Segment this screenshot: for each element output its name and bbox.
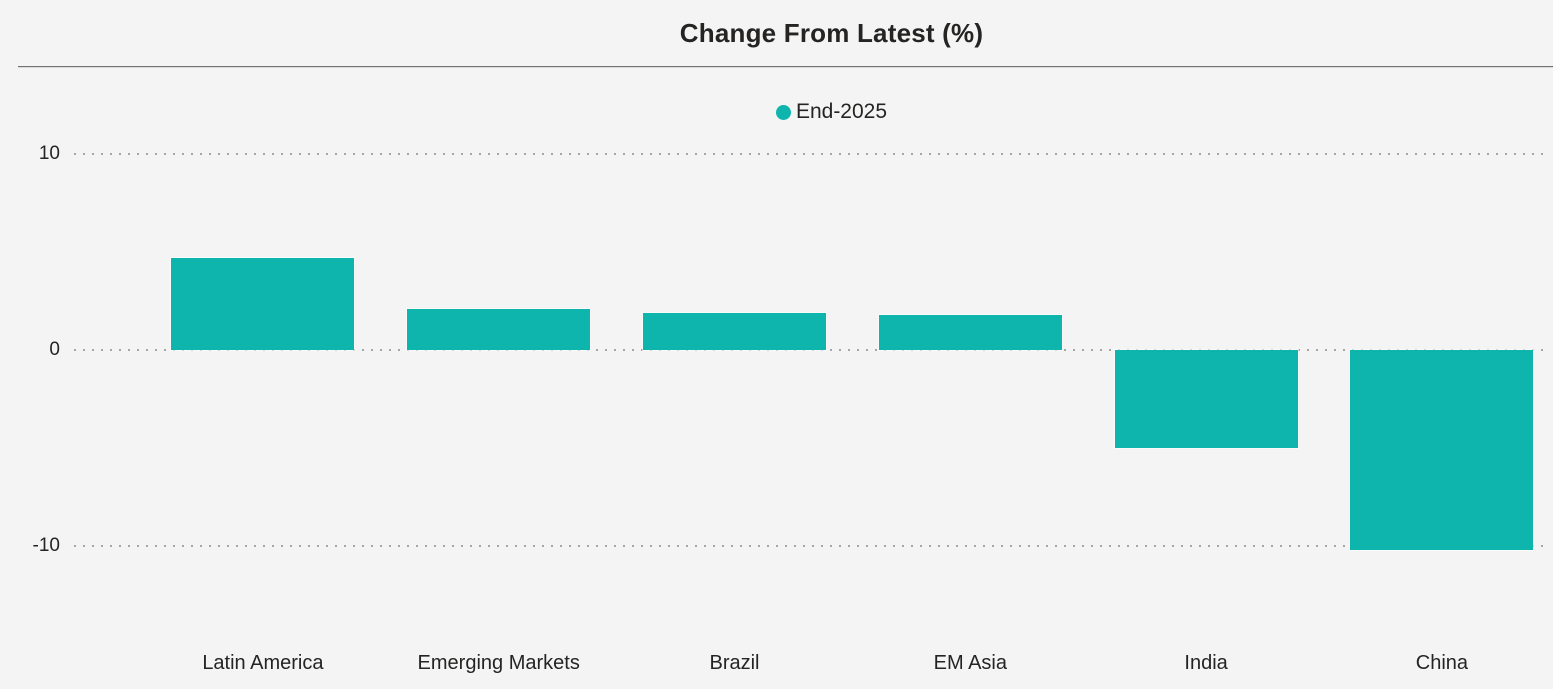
bar-latin-america[interactable] xyxy=(171,257,355,350)
x-label-china: China xyxy=(1415,652,1469,674)
gridline-0 xyxy=(74,349,1548,351)
x-label-india: India xyxy=(1184,652,1228,674)
x-label-em-asia: EM Asia xyxy=(933,652,1007,674)
gridline--10 xyxy=(74,545,1548,547)
y-tick-label-10: 10 xyxy=(38,143,60,164)
bar-brazil[interactable] xyxy=(643,312,826,350)
x-label-latin-america: Latin America xyxy=(202,652,324,674)
bar-em-asia[interactable] xyxy=(878,314,1062,350)
x-label-emerging-markets: Emerging Markets xyxy=(417,652,580,674)
y-tick-label-0: 0 xyxy=(49,339,60,360)
legend-dot-icon xyxy=(775,104,791,120)
gridline-10 xyxy=(74,153,1548,155)
bar-china[interactable] xyxy=(1350,350,1534,550)
legend: End-2025 xyxy=(0,100,1553,124)
legend-label: End-2025 xyxy=(795,100,888,123)
bar-emerging-markets[interactable] xyxy=(407,308,591,350)
bar-india[interactable] xyxy=(1114,350,1298,448)
legend-item-end-2025[interactable]: End-2025 xyxy=(775,100,888,124)
title-divider xyxy=(18,66,1553,68)
y-tick-label--10: -10 xyxy=(32,535,60,556)
x-label-brazil: Brazil xyxy=(709,652,760,674)
chart-title: Change From Latest (%) xyxy=(679,18,984,48)
